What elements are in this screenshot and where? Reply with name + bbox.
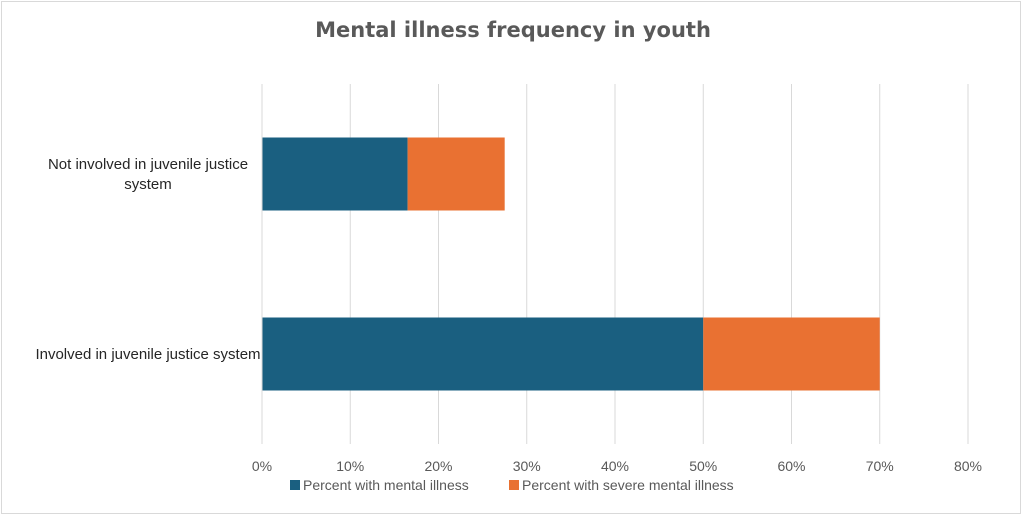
bar-mental-illness [262,137,408,211]
x-tick-label: 0% [252,458,272,474]
category-label: system [124,176,172,193]
x-tick-label: 30% [513,458,541,474]
x-tick-label: 50% [689,458,717,474]
x-tick-label: 70% [866,458,894,474]
x-tick-label: 10% [336,458,364,474]
category-label: Involved in juvenile justice system [35,346,260,363]
bar-severe-mental-illness [407,137,505,211]
bar-severe-mental-illness [703,317,880,391]
legend-label: Percent with mental illness [303,477,469,493]
x-tick-label: 80% [954,458,982,474]
category-label: Not involved in juvenile justice [48,156,248,173]
x-tick-label: 20% [424,458,452,474]
x-tick-label: 40% [601,458,629,474]
legend-label: Percent with severe mental illness [522,477,734,493]
legend-swatch [290,480,300,490]
legend-swatch [509,480,519,490]
chart-title: Mental illness frequency in youth [315,18,711,42]
x-tick-label: 60% [777,458,805,474]
bar-mental-illness [262,317,704,391]
